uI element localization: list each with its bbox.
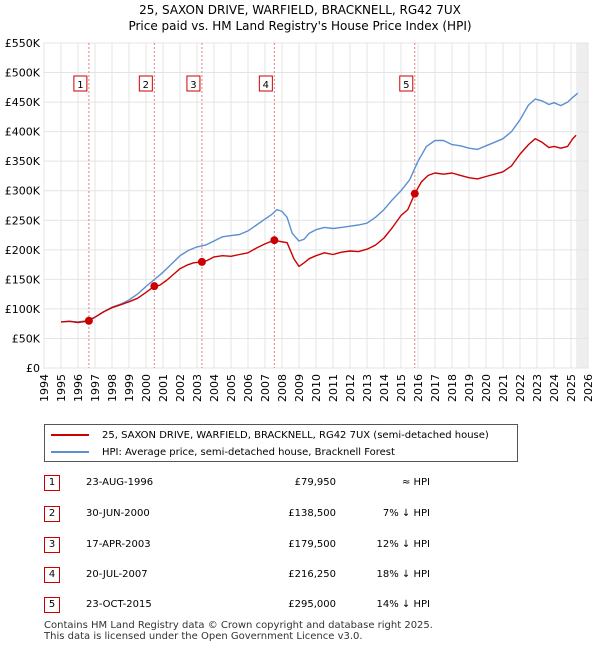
footer-licence: This data is licensed under the Open Gov… — [44, 631, 363, 642]
sale-hpi-diff: 12% ↓ HPI — [376, 539, 430, 550]
sale-marker-box — [399, 75, 414, 92]
y-tick-label: £300K — [5, 185, 41, 198]
sale-marker-box — [73, 75, 88, 92]
hpi-series-line — [60, 92, 579, 323]
x-tick-label: 1995 — [55, 374, 68, 402]
sale-number-badge: 4 — [44, 567, 60, 583]
sale-price: £138,500 — [288, 508, 336, 519]
x-tick-label: 2014 — [378, 374, 391, 402]
legend-item-price: 25, SAXON DRIVE, WARFIELD, BRACKNELL, RG… — [51, 427, 489, 443]
x-tick-label: 2001 — [157, 374, 170, 402]
sale-hpi-diff: ≈ HPI — [401, 477, 430, 488]
y-tick-label: £150K — [5, 273, 41, 286]
footer-copyright: Contains HM Land Registry data © Crown c… — [44, 620, 433, 631]
sale-number-badge: 1 — [44, 475, 60, 491]
x-tick-label: 2003 — [191, 374, 204, 402]
x-tick-label: 1999 — [123, 374, 136, 402]
y-tick-label: £100K — [5, 303, 41, 316]
sale-price: £79,950 — [294, 477, 336, 488]
x-tick-label: 2011 — [327, 374, 340, 402]
legend-item-hpi: HPI: Average price, semi-detached house,… — [51, 444, 395, 460]
x-tick-label: 2013 — [361, 374, 374, 402]
sale-marker-number: 1 — [77, 80, 83, 91]
legend-swatch-price — [51, 434, 89, 436]
x-tick-label: 2026 — [582, 374, 595, 402]
sale-marker-box — [258, 75, 273, 92]
x-tick-label: 1998 — [106, 374, 119, 402]
sale-date: 30-JUN-2000 — [86, 508, 150, 519]
price-series-line — [60, 134, 577, 324]
chart-title: 25, SAXON DRIVE, WARFIELD, BRACKNELL, RG… — [139, 3, 461, 17]
sale-point — [270, 236, 279, 245]
x-tick-label: 2021 — [497, 374, 510, 402]
y-tick-label: £400K — [5, 126, 41, 139]
y-tick-label: £50K — [12, 332, 41, 345]
x-tick-label: 2000 — [140, 374, 153, 402]
y-tick-label: £0 — [26, 362, 40, 375]
sale-hpi-diff: 14% ↓ HPI — [376, 599, 430, 610]
y-tick-label: £200K — [5, 244, 41, 257]
legend-label-price: 25, SAXON DRIVE, WARFIELD, BRACKNELL, RG… — [102, 429, 489, 441]
sale-marker-box — [186, 75, 201, 92]
sale-marker-number: 5 — [403, 80, 409, 91]
sale-hpi-diff: 7% ↓ HPI — [382, 508, 430, 519]
sale-marker-number: 3 — [190, 80, 196, 91]
x-tick-label: 2002 — [174, 374, 187, 402]
sale-price: £216,250 — [288, 569, 336, 580]
sale-number-badge: 5 — [44, 597, 60, 613]
forecast-shade — [576, 43, 588, 368]
price-chart: £0 £50K £100K £150K £200K £250K £300K £350K £400… — [5, 37, 595, 402]
sale-point — [84, 316, 93, 325]
legend-swatch-hpi — [51, 451, 89, 453]
x-tick-label: 2018 — [446, 374, 459, 402]
y-tick-label: £500K — [5, 67, 41, 80]
sale-marker-number: 4 — [263, 80, 269, 91]
sale-price: £179,500 — [288, 539, 336, 550]
sale-price: £295,000 — [288, 599, 336, 610]
sale-number-badge: 3 — [44, 537, 60, 553]
sale-date: 23-OCT-2015 — [86, 599, 152, 610]
x-tick-label: 1997 — [89, 374, 102, 402]
sale-date: 20-JUL-2007 — [86, 569, 148, 580]
x-tick-label: 2012 — [344, 374, 357, 402]
x-tick-label: 2009 — [293, 374, 306, 402]
sale-marker-number: 2 — [143, 80, 149, 91]
x-tick-label: 2024 — [548, 374, 561, 402]
footer: Contains HM Land Registry data © Crown c… — [44, 620, 433, 642]
x-tick-label: 1994 — [38, 374, 51, 402]
y-tick-label: £550K — [5, 37, 41, 50]
chart-subtitle: Price paid vs. HM Land Registry's House … — [128, 19, 472, 33]
sale-date: 17-APR-2003 — [86, 539, 151, 550]
sale-date: 23-AUG-1996 — [86, 477, 154, 488]
sale-point — [150, 282, 159, 291]
x-tick-label: 2019 — [463, 374, 476, 402]
y-tick-label: £250K — [5, 214, 41, 227]
x-tick-label: 2008 — [276, 374, 289, 402]
x-tick-label: 2025 — [565, 374, 578, 402]
x-tick-label: 2015 — [395, 374, 408, 402]
sale-hpi-diff: 18% ↓ HPI — [376, 569, 430, 580]
legend: 25, SAXON DRIVE, WARFIELD, BRACKNELL, RG… — [44, 424, 518, 462]
x-tick-label: 2010 — [310, 374, 323, 402]
x-tick-label: 1996 — [72, 374, 85, 402]
legend-label-hpi: HPI: Average price, semi-detached house,… — [102, 446, 395, 458]
x-tick-label: 2007 — [259, 374, 272, 402]
sale-point — [197, 257, 206, 266]
x-tick-label: 2017 — [429, 374, 442, 402]
sale-number-badge: 2 — [44, 506, 60, 522]
x-tick-label: 2006 — [242, 374, 255, 402]
x-tick-label: 2023 — [531, 374, 544, 402]
x-tick-label: 2020 — [480, 374, 493, 402]
sale-point — [410, 189, 419, 198]
y-tick-label: £350K — [5, 155, 41, 168]
x-tick-label: 2022 — [514, 374, 527, 402]
x-tick-label: 2005 — [225, 374, 238, 402]
x-tick-label: 2016 — [412, 374, 425, 402]
x-tick-label: 2004 — [208, 374, 221, 402]
sale-marker-box — [138, 75, 153, 92]
y-tick-label: £450K — [5, 96, 41, 109]
